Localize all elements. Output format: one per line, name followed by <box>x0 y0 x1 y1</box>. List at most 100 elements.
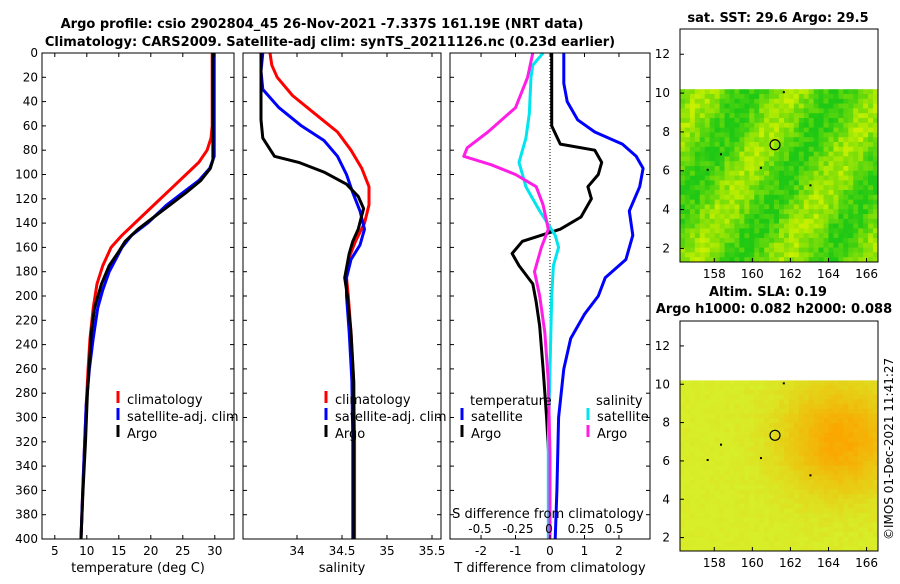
heatmap-cell <box>873 127 879 133</box>
heatmap-cell <box>833 166 839 172</box>
island-mark <box>782 382 785 385</box>
heatmap-cell <box>783 156 790 162</box>
heatmap-cell <box>818 161 824 167</box>
heatmap-cell <box>759 418 765 424</box>
heatmap-cell <box>764 503 770 509</box>
heatmap-cell <box>863 484 869 490</box>
heatmap-cell <box>759 108 765 114</box>
heatmap-cell <box>764 214 770 220</box>
heatmap-cell <box>694 456 701 462</box>
heatmap-cell <box>828 423 834 429</box>
heatmap-cell <box>783 166 790 172</box>
heatmap-cell <box>694 541 701 547</box>
heatmap-cell <box>793 98 800 104</box>
heatmap-cell <box>828 413 834 419</box>
heatmap-cell <box>754 541 760 547</box>
heatmap-cell <box>680 257 686 263</box>
heatmap-cell <box>779 517 785 523</box>
heatmap-cell <box>739 546 745 552</box>
heatmap-cell <box>843 156 849 162</box>
heatmap-cell <box>694 252 701 258</box>
heatmap-cell <box>823 185 829 191</box>
heatmap-cell <box>729 460 735 467</box>
heatmap-cell <box>838 489 844 495</box>
heatmap-cell <box>858 423 864 429</box>
heatmap-cell <box>853 513 859 519</box>
heatmap-cell <box>680 475 686 481</box>
heatmap-cell <box>714 517 720 523</box>
heatmap-cell <box>793 242 800 248</box>
heatmap-cell <box>680 146 686 152</box>
heatmap-cell <box>788 103 795 109</box>
heatmap-cell <box>704 223 711 229</box>
heatmap-cell <box>818 503 824 509</box>
heatmap-cell <box>699 218 706 224</box>
heatmap-cell <box>769 170 775 176</box>
heatmap-cell <box>779 456 785 462</box>
heatmap-cell <box>803 394 810 400</box>
heatmap-cell <box>818 404 824 410</box>
heatmap-cell <box>694 151 701 157</box>
heatmap-cell <box>739 228 745 234</box>
heatmap-cell <box>823 394 829 400</box>
heatmap-cell <box>689 252 696 258</box>
series-line-argo <box>79 53 215 540</box>
heatmap-cell <box>724 475 730 481</box>
heatmap-cell <box>724 479 730 486</box>
heatmap-cell <box>813 489 819 495</box>
heatmap-cell <box>709 247 716 253</box>
heatmap-cell <box>843 228 849 234</box>
heatmap-cell <box>779 141 785 148</box>
heatmap-cell <box>783 413 790 419</box>
heatmap-cell <box>868 532 874 538</box>
heatmap-cell <box>803 456 810 462</box>
x-tick-label: 34 <box>289 544 304 558</box>
heatmap-cell <box>684 456 691 462</box>
heatmap-cell <box>680 161 686 167</box>
heatmap-cell <box>863 399 869 405</box>
heatmap-cell <box>848 532 854 538</box>
heatmap-cell <box>838 156 844 162</box>
heatmap-cell <box>818 498 824 505</box>
map-x-tick-label: 166 <box>855 267 878 281</box>
heatmap-cell <box>813 161 819 167</box>
heatmap-cell <box>759 385 765 391</box>
heatmap-cell <box>873 446 879 452</box>
heatmap-cell <box>709 89 716 95</box>
heatmap-cell <box>788 465 795 471</box>
heatmap-cell <box>714 465 720 471</box>
heatmap-cell <box>714 166 720 172</box>
heatmap-cell <box>759 103 765 109</box>
heatmap-cell <box>699 546 706 552</box>
heatmap-cell <box>699 209 706 215</box>
legend-label: Argo <box>335 427 365 442</box>
heatmap-cell <box>689 238 696 244</box>
heatmap-cell <box>729 113 735 119</box>
heatmap-cell <box>699 413 706 419</box>
heatmap-cell <box>704 423 711 429</box>
heatmap-cell <box>798 404 805 410</box>
heatmap-cell <box>818 527 824 533</box>
heatmap-cell <box>803 108 810 114</box>
heatmap-cell <box>744 408 750 414</box>
heatmap-cell <box>709 498 716 505</box>
heatmap-cell <box>774 380 780 386</box>
heatmap-cell <box>843 399 849 405</box>
heatmap-cell <box>818 242 824 248</box>
heatmap-cell <box>868 93 874 100</box>
heatmap-cell <box>798 456 805 462</box>
heatmap-cell <box>680 252 686 258</box>
heatmap-cell <box>873 166 879 172</box>
depth-tick-label: 60 <box>23 119 38 133</box>
heatmap-cell <box>754 484 760 490</box>
heatmap-cell <box>704 108 711 114</box>
heatmap-cell <box>729 214 735 220</box>
heatmap-cell <box>798 389 805 396</box>
heatmap-cell <box>833 418 839 424</box>
heatmap-cell <box>873 456 879 462</box>
heatmap-cell <box>868 418 874 424</box>
heatmap-cell <box>813 190 819 196</box>
heatmap-cell <box>873 170 879 176</box>
heatmap-cell <box>739 175 745 181</box>
heatmap-cell <box>853 418 859 424</box>
